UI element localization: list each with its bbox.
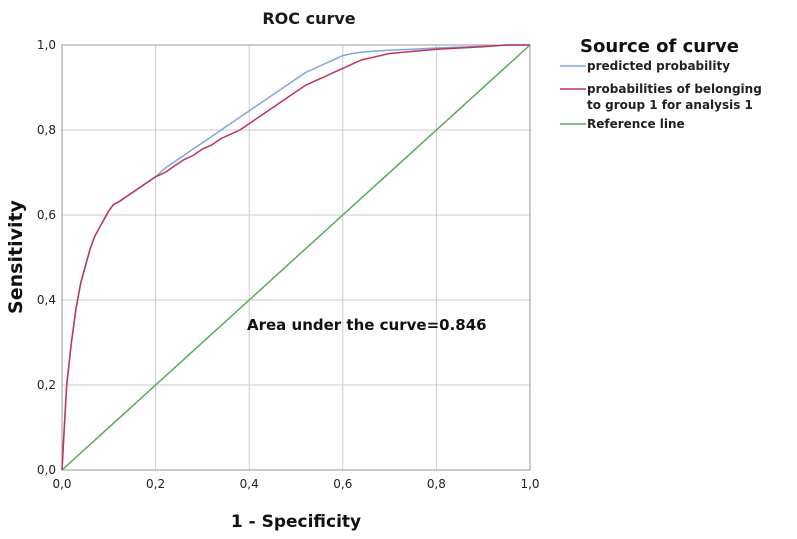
x-tick-label: 0,4 xyxy=(240,477,259,491)
x-tick-label: 0,2 xyxy=(146,477,165,491)
series-group xyxy=(61,44,531,471)
legend-label: probabilities of belonging xyxy=(587,82,762,96)
legend-label: predicted probability xyxy=(587,59,730,73)
legend-label: Reference line xyxy=(587,117,685,131)
x-axis-title: 1 - Specificity xyxy=(231,512,361,532)
x-tick-label: 0,6 xyxy=(333,477,352,491)
y-tick-label: 0,2 xyxy=(37,378,56,392)
y-tick-label: 0,4 xyxy=(37,293,56,307)
legend-label: to group 1 for analysis 1 xyxy=(587,98,753,112)
auc-annotation: Area under the curve=0.846 xyxy=(247,316,487,334)
reference-line xyxy=(61,44,531,471)
plot-frame xyxy=(61,44,531,471)
y-axis-title: Sensitivity xyxy=(5,199,27,313)
y-tick-label: 0,8 xyxy=(37,123,56,137)
tick-labels: 0,00,0 0,2 0,2 0,4 0,4 0,6 0,6 0,8 0,8 1,0 1,0 xyxy=(37,38,540,491)
y-tick-label: 0,0 xyxy=(37,463,56,477)
y-tick-label: 1,0 xyxy=(37,38,56,52)
x-tick-label: 0,0 xyxy=(52,477,71,491)
chart-title: ROC curve xyxy=(262,9,355,28)
x-tick-label: 1,0 xyxy=(520,477,539,491)
x-tick-label: 0,8 xyxy=(427,477,446,491)
legend-title: Source of curve xyxy=(580,36,739,57)
group1-probability-line xyxy=(61,44,530,471)
y-tick-label: 0,6 xyxy=(37,208,56,222)
legend: Source of curve predicted probability pro… xyxy=(560,36,762,131)
